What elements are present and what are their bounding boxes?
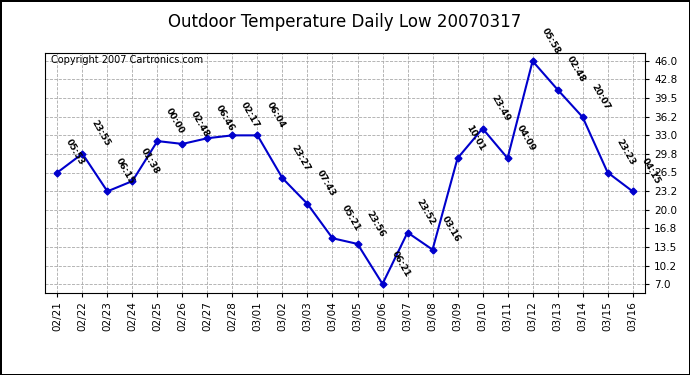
Text: 23:55: 23:55	[89, 119, 111, 148]
Text: 06:04: 06:04	[264, 100, 286, 130]
Text: 23:23: 23:23	[615, 138, 637, 167]
Text: Copyright 2007 Cartronics.com: Copyright 2007 Cartronics.com	[51, 55, 203, 65]
Text: 23:27: 23:27	[289, 143, 312, 172]
Text: 06:46: 06:46	[215, 104, 237, 133]
Text: Outdoor Temperature Daily Low 20070317: Outdoor Temperature Daily Low 20070317	[168, 13, 522, 31]
Text: 00:00: 00:00	[164, 106, 186, 135]
Text: 10:01: 10:01	[464, 124, 486, 153]
Text: 06:15: 06:15	[115, 157, 137, 186]
Text: 06:21: 06:21	[389, 249, 411, 278]
Text: 04:15: 04:15	[640, 156, 662, 186]
Text: 03:16: 03:16	[440, 215, 462, 244]
Text: 02:48: 02:48	[189, 109, 211, 138]
Text: 05:21: 05:21	[339, 204, 362, 232]
Text: 02:17: 02:17	[239, 100, 262, 130]
Text: 05:53: 05:53	[64, 138, 86, 167]
Text: 23:52: 23:52	[415, 198, 437, 227]
Text: 23:56: 23:56	[364, 209, 386, 238]
Text: 07:43: 07:43	[315, 169, 337, 198]
Text: 02:48: 02:48	[564, 55, 586, 84]
Text: 01:38: 01:38	[139, 146, 161, 176]
Text: 05:58: 05:58	[540, 26, 562, 56]
Text: 04:09: 04:09	[515, 123, 537, 153]
Text: 20:07: 20:07	[589, 82, 611, 111]
Text: 23:49: 23:49	[489, 93, 512, 123]
